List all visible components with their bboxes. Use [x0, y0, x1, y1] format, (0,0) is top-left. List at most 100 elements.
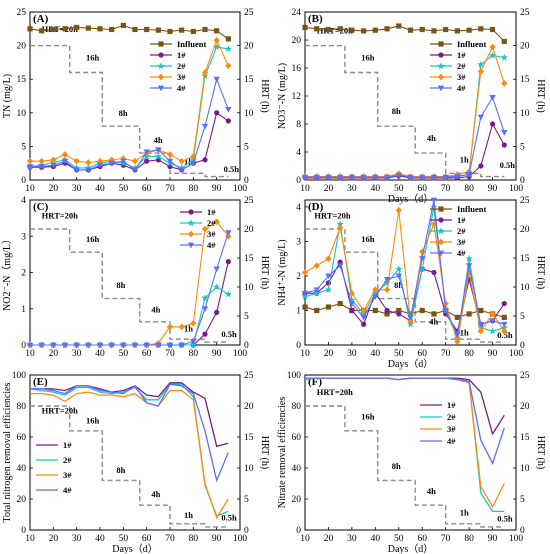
y-tick-label: 3	[21, 232, 26, 242]
data-point	[325, 174, 332, 181]
hrt-step-line	[30, 405, 229, 528]
data-point	[488, 51, 497, 59]
data-point	[225, 62, 232, 70]
x-tick-label: 40	[95, 534, 105, 544]
data-point	[418, 265, 426, 273]
data-point	[201, 225, 209, 233]
y2-tick-label: 0	[520, 526, 525, 536]
legend-marker	[438, 206, 444, 212]
series-line-3	[30, 389, 229, 520]
data-point	[348, 301, 356, 307]
data-point	[108, 160, 115, 167]
y-tick-label: 1	[21, 305, 26, 315]
data-point	[337, 300, 343, 307]
data-point	[478, 307, 484, 314]
data-point	[38, 164, 45, 170]
panel-f: 10 20 30 40 50 60 70 80 90 1000204060801000510152…	[277, 371, 546, 554]
y2-tick-label: 20	[520, 225, 530, 235]
legend-marker	[437, 227, 445, 235]
hrt-step-line	[305, 228, 505, 343]
y-axis-title: NH4⁺-N (mg/L)	[277, 239, 288, 305]
data-point	[488, 327, 497, 335]
x-tick-label: 20	[324, 349, 334, 359]
hrt-label: HRT=20h	[317, 387, 353, 397]
data-point	[109, 26, 115, 33]
data-point	[477, 68, 484, 75]
y-tick-label: 10	[17, 109, 27, 119]
x-tick-label: 70	[441, 534, 451, 544]
hrt-step-line	[305, 44, 505, 178]
y2-tick-label: 25	[520, 8, 530, 18]
data-point	[166, 158, 174, 165]
x-tick-label: 40	[371, 534, 381, 544]
data-point	[466, 269, 473, 276]
legend-label: 2#	[457, 226, 466, 236]
hrt-label: 1h	[184, 510, 193, 520]
hrt-label: 0.5h	[497, 513, 513, 523]
data-point	[477, 60, 485, 68]
data-point	[213, 266, 220, 273]
hrt-label: 1h	[184, 324, 193, 334]
legend-label: Influent	[457, 39, 486, 49]
y2-tick-label: 15	[244, 433, 254, 443]
data-point	[178, 323, 185, 331]
y-tick-label: 25	[17, 8, 27, 18]
data-point	[167, 28, 173, 35]
y2-axis-title: HRT (h)	[535, 436, 546, 469]
x-tick-label: 50	[119, 534, 129, 544]
data-point	[454, 314, 460, 320]
data-point	[213, 283, 221, 291]
series-line-4	[304, 199, 505, 337]
hrt-label: 8h	[116, 280, 125, 290]
data-point	[202, 157, 208, 163]
panel-e: 10 20 30 40 50 60 70 80 90 1000204060801000510152…	[2, 371, 270, 554]
hrt-label: 8h	[392, 461, 401, 471]
data-point	[336, 220, 344, 228]
x-tick-label: 80	[464, 184, 474, 194]
panel-a: 10 20 30 40 50 60 70 80 90 1000510152025051015202…	[2, 8, 270, 194]
y2-tick-label: 5	[520, 142, 525, 152]
data-point	[477, 114, 485, 121]
y-tick-label: 100	[287, 371, 302, 381]
data-point	[314, 26, 320, 32]
y2-tick-label: 5	[520, 312, 525, 322]
data-point	[395, 273, 402, 280]
y2-tick-label: 10	[520, 464, 530, 474]
data-point	[178, 157, 185, 165]
data-point	[26, 164, 34, 170]
data-point	[325, 26, 332, 33]
y-tick-label: 4	[296, 203, 301, 213]
y2-tick-label: 10	[244, 109, 254, 119]
x-tick-label: 90	[212, 184, 222, 194]
data-point	[396, 307, 402, 314]
data-point	[120, 158, 127, 165]
y2-tick-label: 0	[244, 526, 249, 536]
data-point	[501, 300, 507, 307]
x-tick-label: 100	[233, 534, 248, 544]
data-point	[132, 26, 138, 33]
legend-label: 3#	[63, 470, 72, 480]
data-point	[430, 174, 438, 181]
data-point	[501, 314, 507, 320]
y-tick-label: 20	[292, 495, 302, 505]
data-point	[395, 207, 402, 214]
series-line-1	[30, 382, 229, 448]
plot-frame	[304, 374, 517, 531]
x-tick-label: 100	[233, 349, 248, 359]
legend-label: 1#	[63, 440, 72, 450]
series-line-2	[305, 54, 505, 178]
x-tick-label: 80	[464, 349, 474, 359]
y2-axis-title: HRT (h)	[259, 436, 270, 469]
data-point	[348, 296, 356, 304]
legend-label: 2#	[457, 61, 466, 71]
y2-tick-label: 15	[520, 75, 530, 85]
data-point	[395, 265, 403, 273]
data-point	[337, 224, 344, 231]
data-point	[154, 152, 162, 160]
hrt-label: HRT=20h	[317, 26, 353, 36]
x-tick-label: 100	[509, 349, 524, 359]
y-tick-label: 0	[21, 341, 26, 351]
y-tick-label: 60	[17, 433, 27, 443]
x-tick-label: 30	[347, 534, 357, 544]
